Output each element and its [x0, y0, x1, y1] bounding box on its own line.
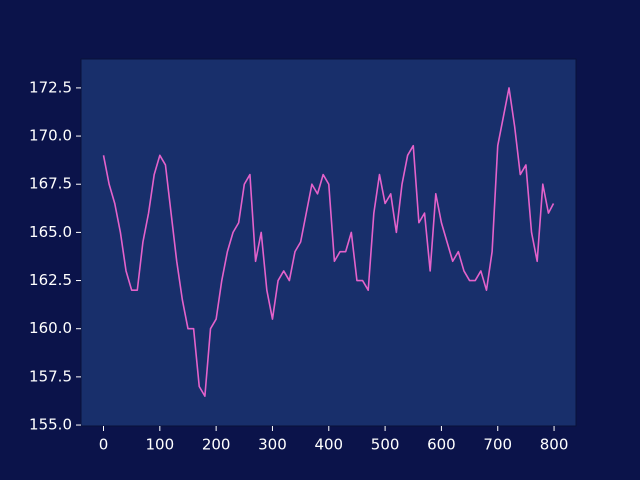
- x-tick-label: 500: [371, 436, 400, 454]
- x-tick-label: 200: [202, 436, 231, 454]
- line: [102, 87, 555, 397]
- x-tick-label: 800: [540, 436, 569, 454]
- y-tick-label: 165.0: [29, 223, 72, 241]
- x-tick-label: 700: [483, 436, 512, 454]
- y-tick-label: 172.5: [29, 78, 72, 96]
- y-tick-label: 155.0: [29, 416, 72, 434]
- y-tick-label: 162.5: [29, 271, 72, 289]
- y-tick-label: 157.5: [29, 367, 72, 385]
- y-tick-label: 170.0: [29, 127, 72, 145]
- x-tick-label: 300: [258, 436, 287, 454]
- x-tick-label: 600: [427, 436, 456, 454]
- plot-area: [80, 58, 577, 427]
- y-tick-label: 160.0: [29, 319, 72, 337]
- x-tick-label: 400: [314, 436, 343, 454]
- x-tick-label: 0: [99, 436, 109, 454]
- x-tick-label: 100: [146, 436, 175, 454]
- y-tick-label: 167.5: [29, 175, 72, 193]
